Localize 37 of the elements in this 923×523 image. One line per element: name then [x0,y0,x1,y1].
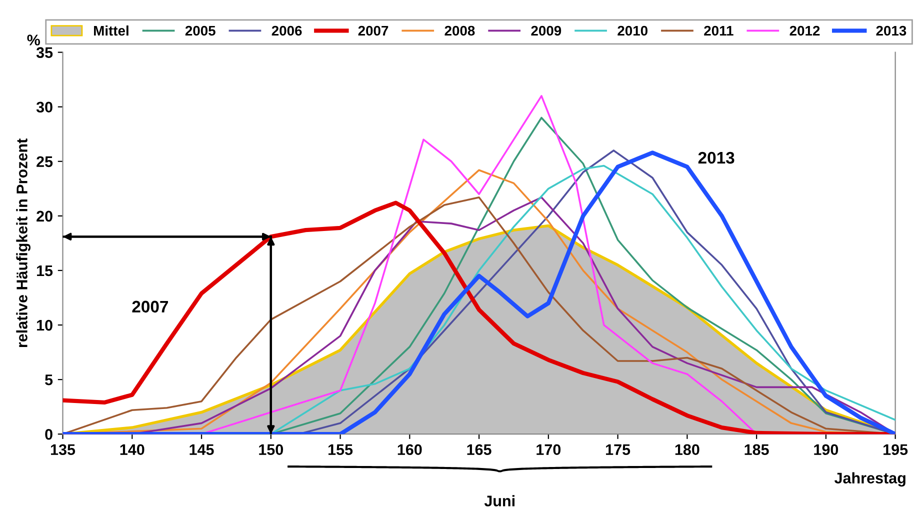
y-tick-label: 5 [45,374,53,386]
x-tick-label: 155 [328,444,353,456]
y-tick-label: 25 [36,156,53,168]
legend-label: 2009 [531,26,562,36]
y-tick-label: 15 [37,265,53,276]
legend-label: 2008 [444,26,475,36]
x-axis-title: Jahrestag [834,472,906,487]
x-tick-label: 160 [398,444,422,456]
x-tick-label: 135 [50,444,76,456]
x-tick-label: 195 [884,444,908,456]
annotation: 2007 [132,300,168,313]
x-tick-label: 180 [675,444,700,456]
annotation: 2013 [698,152,734,164]
y-tick-label: 10 [37,320,52,331]
y-tick-label: 0 [45,428,52,440]
legend-label: 2005 [185,26,216,36]
x-tick-label: 165 [467,444,492,456]
text: Juni [484,495,514,506]
legend-label: 2011 [704,26,734,36]
legend-label: Mittel [94,25,128,36]
x-tick-label: 145 [190,444,214,456]
x-tick-label: 190 [814,444,838,456]
legend-label: 2007 [358,26,388,36]
y-axis-title: relative Häufigkeit in Prozent [16,138,30,348]
x-tick-label: 150 [259,444,284,456]
x-tick-label: 140 [120,444,144,456]
text: % [27,34,40,46]
legend-label: 2006 [272,26,302,36]
legend-label: 2012 [790,26,820,36]
legend-label: 2013 [876,26,906,36]
y-tick-label: 20 [36,210,52,222]
y-tick-label: 35 [36,47,53,58]
x-tick-label: 170 [536,444,561,456]
x-tick-label: 185 [744,444,769,456]
y-tick-label: 30 [36,102,52,113]
legend-label: 2010 [618,26,648,36]
x-tick-label: 175 [606,444,630,456]
